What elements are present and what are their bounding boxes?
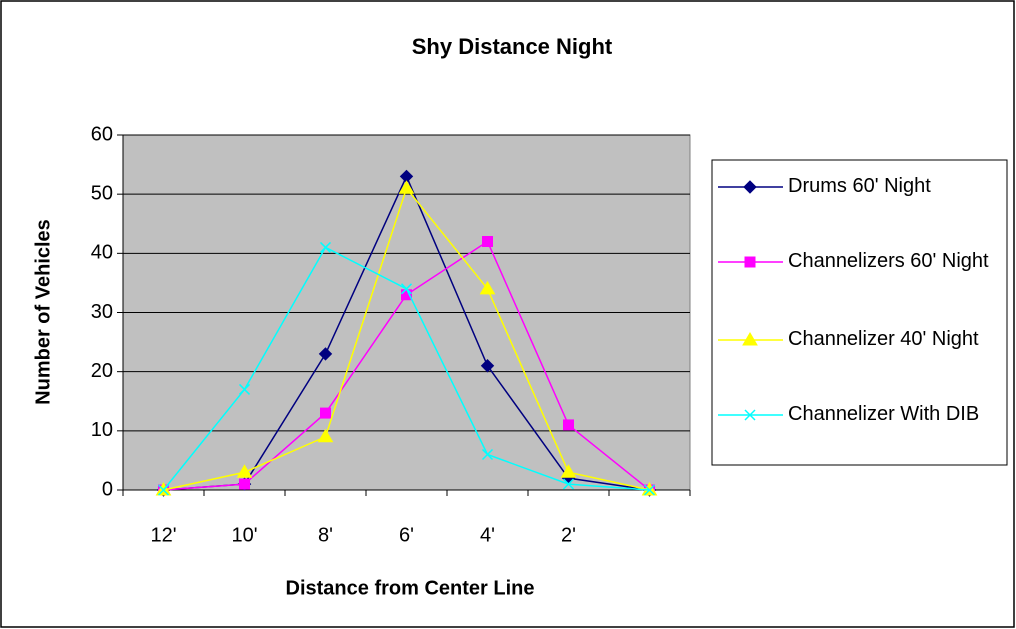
data-point (562, 478, 575, 490)
legend-box (711, 159, 1008, 466)
data-point (236, 464, 253, 478)
data-point (319, 241, 332, 253)
y-tick-label: 10 (91, 419, 113, 441)
data-point (560, 464, 577, 478)
data-point (398, 180, 415, 194)
data-point (481, 448, 494, 461)
data-point (157, 484, 170, 496)
x-tick-label: 10' (231, 524, 257, 546)
legend-label: Drums 60' Night (788, 175, 931, 197)
chart-title: Shy Distance Night (412, 34, 613, 59)
legend-label: Channelizer With DIB (788, 403, 980, 425)
x-tick-label: 2' (561, 524, 576, 546)
data-point (479, 280, 496, 295)
data-point (482, 236, 493, 247)
y-tick-label: 50 (91, 182, 113, 204)
x-tick-label: 8' (318, 524, 333, 546)
y-tick-label: 60 (91, 123, 113, 145)
x-tick-label: 6' (399, 524, 414, 546)
data-point (238, 383, 251, 395)
y-tick-label: 20 (91, 360, 113, 382)
x-tick-label: 4' (480, 524, 495, 546)
x-tick-label: 12' (150, 524, 176, 546)
legend-swatch-marker (744, 409, 756, 421)
data-point (400, 283, 413, 295)
legend-swatch-marker (744, 256, 756, 268)
legend-swatch-marker (742, 332, 758, 346)
data-point (317, 428, 334, 443)
data-point (318, 347, 333, 361)
data-point (480, 359, 495, 373)
x-axis-title: Distance from Center Line (286, 577, 535, 599)
data-point (643, 484, 656, 496)
y-tick-label: 40 (91, 242, 113, 264)
data-point (320, 407, 331, 419)
y-tick-label: 0 (102, 478, 113, 500)
legend-label: Channelizers 60' Night (788, 250, 989, 272)
legend-swatch-marker (743, 180, 757, 194)
y-tick-label: 30 (91, 301, 113, 323)
data-point (563, 419, 574, 431)
legend-label: Channelizer 40' Night (788, 328, 979, 350)
y-axis-title: Number of Vehicles (32, 219, 54, 405)
data-point (239, 478, 250, 490)
